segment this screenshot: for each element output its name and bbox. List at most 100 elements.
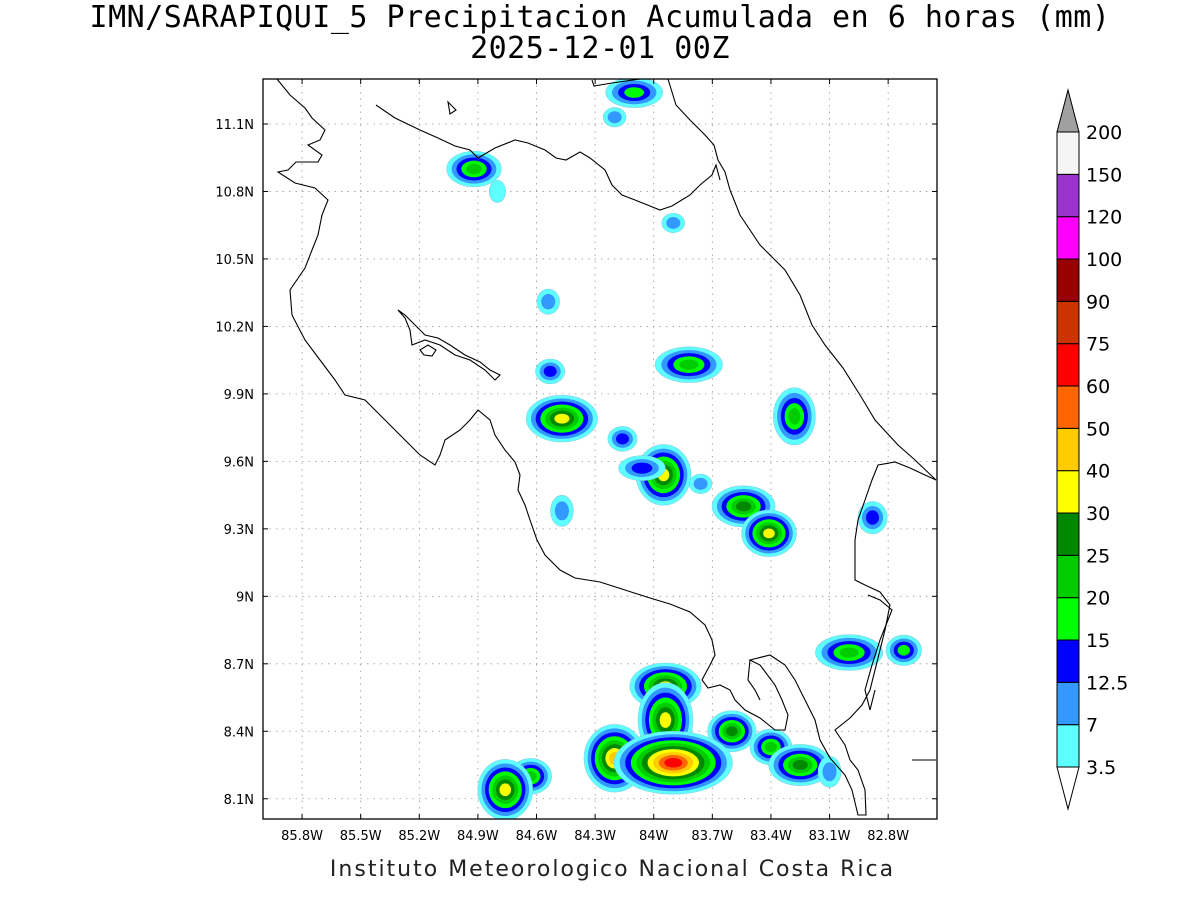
precip-cell [768,744,833,786]
lon-tick-label: 83.1W [809,829,851,844]
precip-cell [654,346,723,383]
precip-contour-level [839,647,859,658]
precip-cell [773,387,816,446]
precip-contour-level [792,760,808,771]
colorbar-swatch [1056,385,1080,429]
precip-cell [605,79,663,108]
lat-tick-label: 9.6N [224,455,254,470]
lon-tick-label: 84W [639,829,669,844]
colorbar-label: 12.5 [1086,672,1128,694]
precip-contour-level [659,712,672,728]
colorbar-label: 120 [1086,207,1122,229]
colorbar-swatch [1056,173,1080,218]
precip-cell [613,731,733,795]
lat-tick-label: 9N [236,590,254,605]
lon-tick-label: 83.4W [750,829,792,844]
precip-contour-level [726,726,738,737]
precip-contour-level [763,528,775,539]
precip-cell [661,212,685,233]
lat-tick-label: 8.7N [224,658,254,673]
colorbar-under-triangle [1056,766,1080,811]
lon-tick-label: 85.5W [340,829,382,844]
latitude-axis: 8.1N 8.4N 8.7N 9N 9.3N 9.6N 9.9N 10.2N 10.5N 10.8… [215,118,937,808]
colorbar-swatch [1056,216,1080,260]
colorbar-label: 90 [1086,291,1110,313]
map-gridlines [263,79,937,819]
precip-cell [536,288,560,315]
lon-tick-label: 85.2W [398,829,440,844]
colorbar-label: 75 [1086,334,1110,356]
longitude-axis: 85.8W 85.5W 85.2W 84.9W 84.6W 84.3W 84W 83.7W 83… [281,79,909,844]
precip-contour-level [554,501,569,521]
colorbar-swatch [1056,512,1080,556]
precip-contour-level [554,413,570,424]
precip-contour-level [664,758,683,768]
precip-contour-level [679,359,699,370]
colorbar-swatch [1056,597,1080,641]
precip-contour-level [631,462,653,474]
coastline-and-borders [276,79,937,816]
precipitation-cells [446,79,922,819]
precip-cell [446,150,502,188]
colorbar-label: 150 [1086,164,1122,186]
map-title: IMN/SARAPIQUI_5 Precipitacion Acumulada … [89,0,1111,35]
precip-contour-level [543,365,557,377]
precip-cell [477,759,533,819]
colorbar-swatch [1056,343,1080,387]
precip-cell [550,495,574,527]
precip-cell [602,107,627,128]
precip-contour-level [541,293,556,310]
precip-contour-level [788,408,801,425]
lat-tick-label: 11.1N [215,118,254,133]
colorbar-swatch [1056,639,1080,683]
lat-tick-label: 9.3N [224,523,254,538]
precip-contour-level [607,111,622,124]
map-frame [262,78,938,820]
lon-tick-label: 84.6W [516,829,558,844]
precip-cell [707,710,757,753]
map-subtitle: 2025-12-01 00Z [470,31,730,66]
footer-credit: Instituto Meteorologico Nacional Costa R… [329,857,896,882]
lat-tick-label: 10.5N [215,253,254,268]
precip-contour-level [897,645,910,656]
lat-tick-label: 10.2N [215,320,254,335]
lon-tick-label: 83.7W [691,829,733,844]
lon-tick-label: 84.3W [574,829,616,844]
precip-contour-level [822,762,837,782]
colorbar-label: 3.5 [1086,757,1116,779]
colorbar-swatch [1056,258,1080,302]
precip-contour-level [866,510,880,525]
colorbar-label: 15 [1086,630,1110,652]
precip-contour-level [466,163,482,175]
precip-contour-level [693,477,708,490]
lat-tick-label: 8.4N [224,725,254,740]
precip-cell [488,180,506,203]
lon-tick-label: 84.9W [457,829,499,844]
precip-contour-level [735,501,752,512]
colorbar-swatch [1056,427,1080,472]
colorbar-legend: 3.5 7 12.5 15 20 25 30 40 50 60 75 90 100 120 150 200 [1056,88,1128,811]
colorbar-swatch [1056,131,1080,175]
precip-contour-level [624,87,645,98]
precip-cell [857,501,888,535]
precip-cell [711,485,776,528]
colorbar-label: 7 [1086,715,1098,737]
precip-cell [817,755,842,788]
colorbar-swatch [1056,681,1080,726]
colorbar-over-triangle [1056,88,1080,133]
precip-cell [618,455,666,481]
lon-tick-label: 82.8W [867,829,909,844]
precip-cell [607,426,638,452]
colorbar-label: 50 [1086,418,1110,440]
colorbar-label: 100 [1086,249,1122,271]
colorbar-label: 20 [1086,588,1110,610]
precip-contour-level [764,741,777,753]
colorbar-label: 60 [1086,376,1110,398]
colorbar-swatch [1056,470,1080,514]
precip-contour-level [615,433,629,445]
colorbar-label: 30 [1086,503,1110,525]
precip-cell [815,634,883,671]
colorbar-label: 200 [1086,122,1122,144]
colorbar-label: 25 [1086,545,1110,567]
